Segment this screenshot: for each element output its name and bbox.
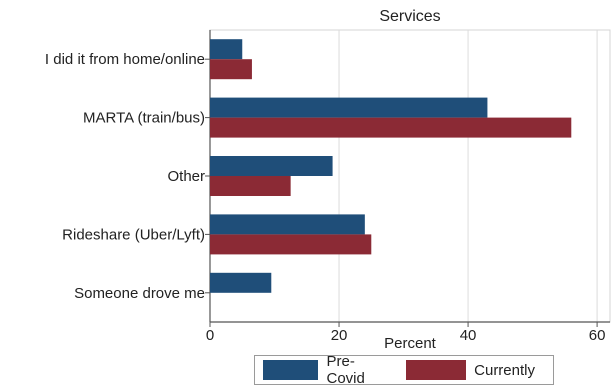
legend-label-pre-covid: Pre-Covid: [326, 353, 365, 387]
y-category-label: Someone drove me: [74, 285, 205, 302]
legend-swatch-currently: [406, 360, 467, 380]
legend-label-currently: Currently: [474, 361, 535, 379]
chart-title: Services: [379, 8, 440, 25]
bar-pre-covid: [210, 39, 243, 60]
bar-currently: [210, 176, 291, 196]
legend-item-currently: Currently: [406, 360, 535, 380]
x-tick-label: 40: [460, 327, 477, 344]
y-category-label: Other: [167, 168, 205, 185]
bar-currently: [210, 117, 572, 138]
y-category-label: MARTA (train/bus): [83, 110, 205, 127]
legend-swatch-pre-covid: [263, 360, 319, 380]
x-tick-label: 0: [206, 327, 214, 344]
legend: Pre-Covid Currently: [254, 353, 554, 387]
x-tick-label: 20: [331, 327, 348, 344]
bar-pre-covid: [210, 272, 272, 293]
legend-item-pre-covid: Pre-Covid: [263, 353, 388, 387]
bar-currently: [210, 234, 372, 255]
plot-area: 0 20 40 60 I did it from home/online MARTA (t…: [45, 29, 611, 344]
bar-pre-covid: [210, 97, 488, 118]
y-category-label: Rideshare (Uber/Lyft): [62, 226, 205, 243]
x-axis-label: Percent: [384, 335, 437, 352]
y-category-label: I did it from home/online: [45, 51, 205, 68]
bar-currently: [210, 59, 252, 80]
bar-pre-covid: [210, 156, 333, 176]
x-tick-label: 60: [589, 327, 606, 344]
bar-pre-covid: [210, 214, 365, 235]
